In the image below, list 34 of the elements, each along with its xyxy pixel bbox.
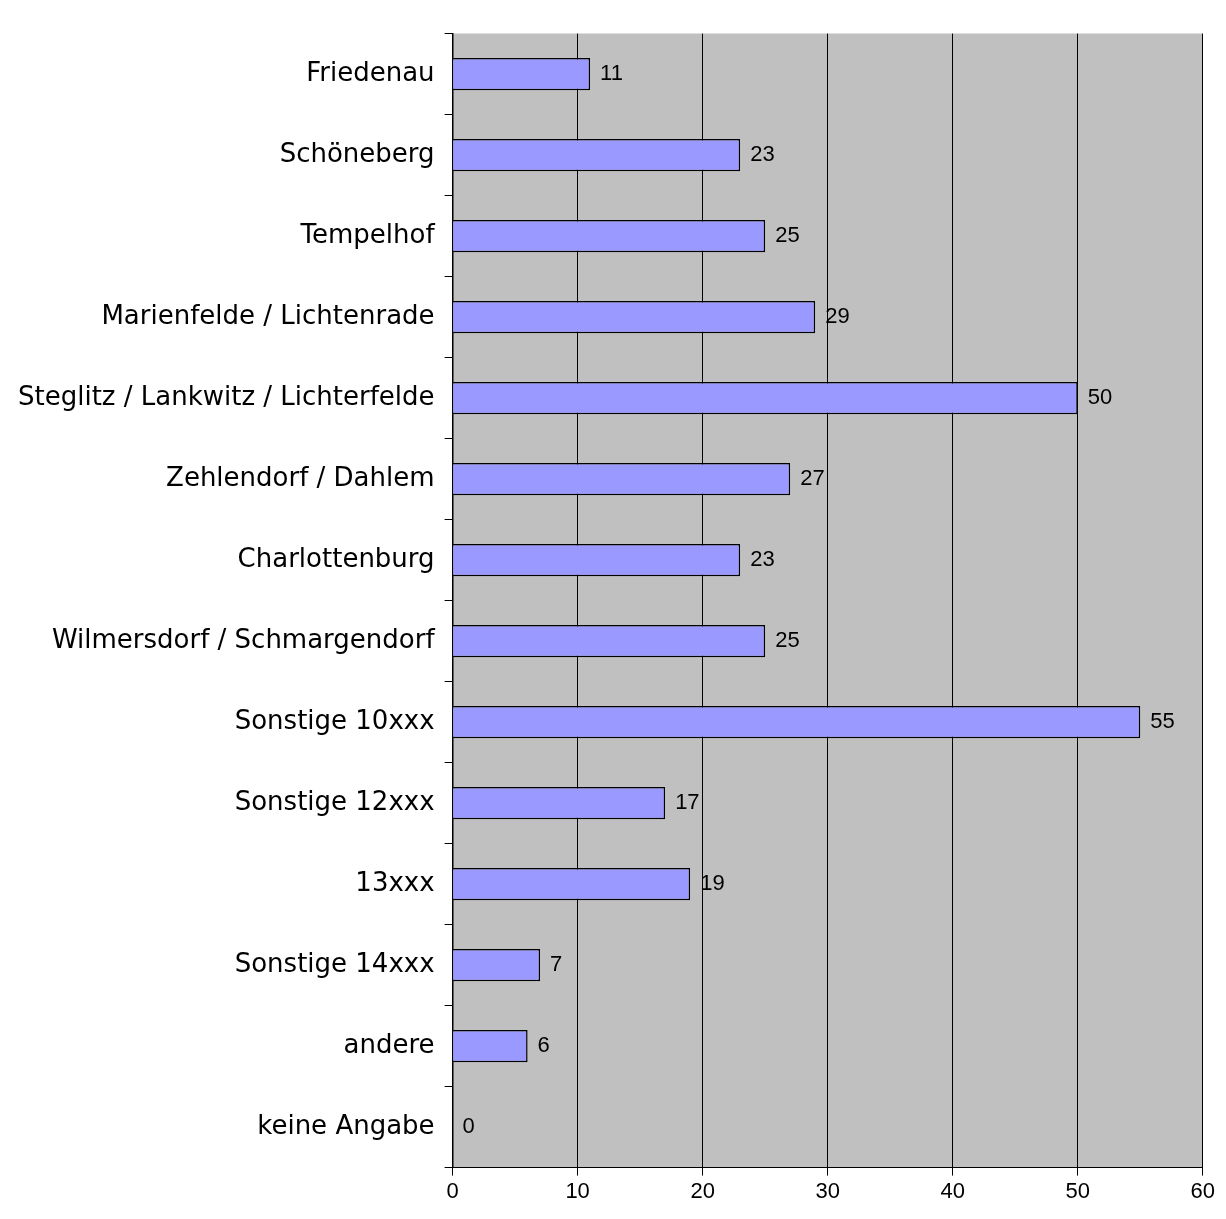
y-tick-label: Zehlendorf / Dahlem xyxy=(166,461,435,492)
data-label: 27 xyxy=(800,465,825,491)
y-tick-label: Schöneberg xyxy=(279,137,435,168)
x-tick-label: 50 xyxy=(1065,1177,1090,1203)
y-tick-label: Friedenau xyxy=(306,56,435,87)
data-label: 0 xyxy=(462,1113,475,1139)
x-tick-label: 30 xyxy=(815,1177,840,1203)
y-tick-label: Marienfelde / Lichtenrade xyxy=(101,299,435,330)
x-tick-label: 20 xyxy=(690,1177,715,1203)
y-tick-label: keine Angabe xyxy=(257,1109,435,1140)
x-tick-label: 40 xyxy=(940,1177,965,1203)
x-tick-label: 0 xyxy=(446,1177,459,1203)
y-tick-label: Sonstige 12xxx xyxy=(234,785,435,816)
y-tick-label: andere xyxy=(343,1028,435,1059)
y-tick-label: 13xxx xyxy=(355,866,435,897)
data-label: 7 xyxy=(550,951,563,977)
data-label: 17 xyxy=(675,789,700,815)
data-label: 23 xyxy=(750,546,775,572)
x-tick-label: 10 xyxy=(565,1177,590,1203)
data-label: 6 xyxy=(537,1032,550,1058)
data-label: 25 xyxy=(775,627,800,653)
y-tick-label: Wilmersdorf / Schmargendorf xyxy=(51,623,436,654)
data-label: 23 xyxy=(750,141,775,167)
x-tick-label: 60 xyxy=(1190,1177,1216,1203)
data-label: 25 xyxy=(775,222,800,248)
y-tick-label: Sonstige 10xxx xyxy=(234,704,435,735)
data-label: 50 xyxy=(1087,384,1113,410)
y-tick-label: Sonstige 14xxx xyxy=(234,947,435,978)
y-tick-label: Charlottenburg xyxy=(237,542,435,573)
y-tick-label: Steglitz / Lankwitz / Lichterfelde xyxy=(17,380,435,411)
y-tick-label: Tempelhof xyxy=(299,218,436,249)
data-label: 55 xyxy=(1150,708,1175,734)
data-label: 11 xyxy=(600,60,623,86)
data-label: 19 xyxy=(700,870,725,896)
